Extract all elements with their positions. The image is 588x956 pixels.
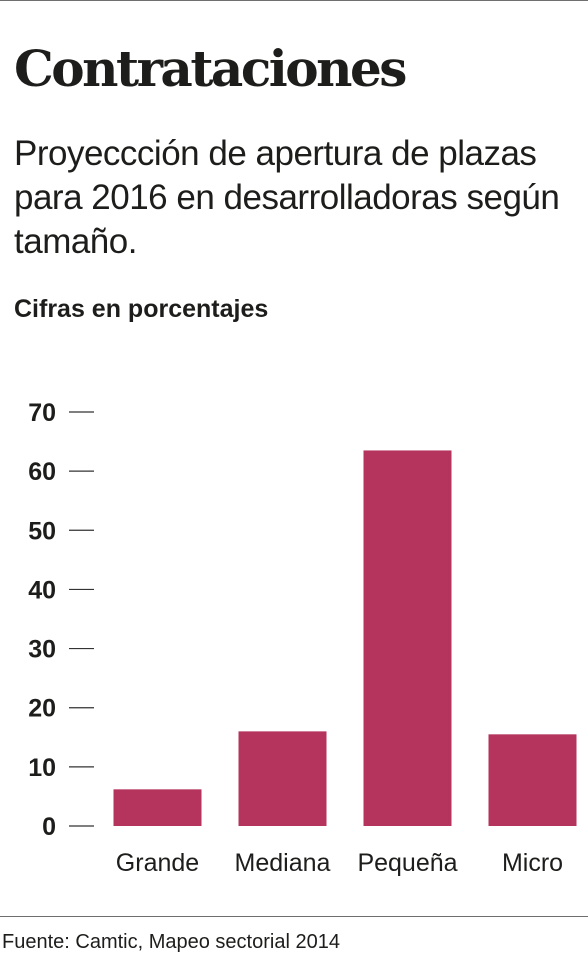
bar-grande [113, 789, 202, 826]
y-tick-label: 20 [28, 695, 56, 723]
bar-micro [488, 734, 577, 826]
y-tick-label: 10 [28, 754, 56, 782]
bars [113, 450, 577, 826]
y-tick-label: 70 [28, 399, 56, 427]
category-label: Mediana [235, 849, 331, 877]
y-tick-label: 40 [28, 576, 56, 604]
y-tick-label: 30 [28, 636, 56, 664]
category-label: Grande [116, 849, 199, 877]
unit-label: Cifras en porcentajes [14, 295, 269, 323]
chart-title: Contrataciones [14, 39, 407, 98]
source-note: Fuente: Camtic, Mapeo sectorial 2014 [2, 931, 340, 953]
bar-mediana [238, 731, 327, 826]
top-divider [0, 0, 588, 1]
category-label: Pequeña [357, 849, 457, 877]
bar-pequena [363, 450, 452, 826]
category-label: Micro [502, 849, 563, 877]
chart-subtitle: Proyeccción de apertura de plazas para 2… [14, 134, 560, 261]
y-tick-label: 60 [28, 458, 56, 486]
x-axis: Grande Mediana Pequeña Micro [116, 849, 563, 877]
y-tick-label: 0 [42, 813, 56, 841]
bottom-divider [0, 916, 588, 917]
y-axis: 0 10 20 30 40 50 60 70 [28, 399, 94, 841]
bar-chart: 0 10 20 30 40 50 60 70 Grande Mediana Pequeña Micr… [28, 399, 577, 877]
y-tick-label: 50 [28, 517, 56, 545]
